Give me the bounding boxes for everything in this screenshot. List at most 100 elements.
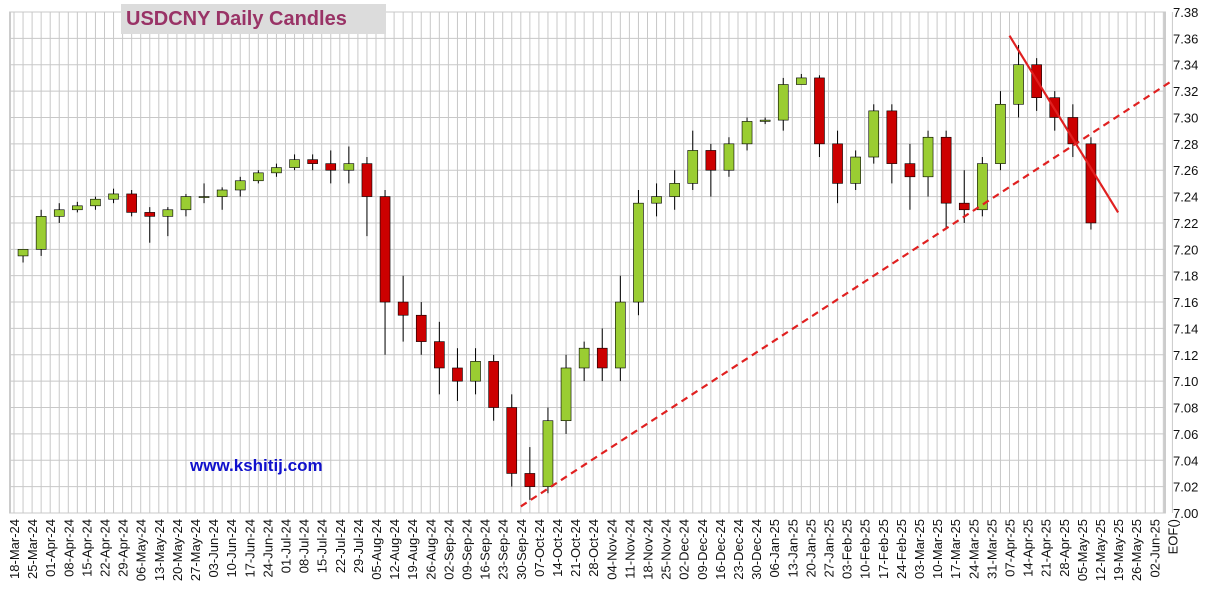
x-tick-label: 05-Aug-24 xyxy=(369,519,384,580)
x-tick-label: 31-Mar-25 xyxy=(984,519,999,579)
candle-body xyxy=(524,473,536,487)
trend-line xyxy=(520,79,1174,508)
x-tick-label: 24-Feb-25 xyxy=(894,519,909,579)
candle-body xyxy=(35,216,47,250)
x-tick-label: 16-Sep-24 xyxy=(478,519,493,580)
candle-body xyxy=(17,249,29,257)
candle-body xyxy=(325,163,337,171)
y-tick-label: 7.26 xyxy=(1173,163,1198,178)
candle-body xyxy=(723,143,735,171)
candle-body xyxy=(977,163,988,211)
candle-body xyxy=(234,180,246,191)
y-tick-label: 7.04 xyxy=(1173,453,1198,468)
x-tick-label: 02-Jun-25 xyxy=(1147,519,1162,578)
x-tick-label: 09-Sep-24 xyxy=(460,519,475,580)
x-tick-label: EOF() xyxy=(1165,519,1180,554)
x-tick-label: 25-Nov-24 xyxy=(659,519,674,580)
candle-body xyxy=(379,196,391,303)
x-tick-label: 17-Jun-24 xyxy=(242,519,257,578)
y-tick-label: 7.24 xyxy=(1173,190,1198,205)
title-box xyxy=(121,4,386,34)
x-tick-label: 22-Jul-24 xyxy=(333,519,348,573)
plot-area xyxy=(9,11,1166,514)
x-tick-label: 12-Aug-24 xyxy=(387,519,402,580)
x-tick-label: 03-Mar-25 xyxy=(912,519,927,579)
x-tick-label: 28-Oct-24 xyxy=(586,519,601,577)
candle-body xyxy=(669,183,680,197)
candle-body xyxy=(886,110,898,164)
x-tick-label: 22-Apr-24 xyxy=(98,519,113,577)
candle-body xyxy=(958,202,970,211)
x-tick-label: 17-Feb-25 xyxy=(876,519,891,579)
x-tick-label: 08-Apr-24 xyxy=(61,519,76,577)
x-tick-label: 27-Jan-25 xyxy=(822,519,837,578)
y-tick-label: 7.34 xyxy=(1173,58,1198,73)
x-tick-label: 24-Jun-24 xyxy=(260,519,275,578)
y-tick-label: 7.12 xyxy=(1173,348,1198,363)
x-tick-label: 24-Mar-25 xyxy=(966,519,981,579)
x-tick-label: 07-Apr-25 xyxy=(1003,519,1018,577)
candle-body xyxy=(470,361,481,382)
y-tick-label: 7.22 xyxy=(1173,216,1198,231)
y-tick-label: 7.32 xyxy=(1173,84,1198,99)
x-tick-label: 06-Jan-25 xyxy=(767,519,782,578)
candle-body xyxy=(1013,64,1024,105)
x-tick-label: 20-May-24 xyxy=(170,519,185,581)
candle-body xyxy=(995,103,1006,164)
candle-body xyxy=(72,205,83,211)
candle-body xyxy=(162,209,174,217)
y-tick-label: 7.14 xyxy=(1173,321,1198,336)
x-tick-label: 16-Dec-24 xyxy=(713,519,728,580)
x-tick-label: 19-Aug-24 xyxy=(405,519,420,580)
candle-body xyxy=(198,196,210,198)
x-tick-label: 29-Apr-24 xyxy=(116,519,131,577)
x-tick-label: 15-Jul-24 xyxy=(315,519,330,573)
x-tick-label: 29-Jul-24 xyxy=(351,519,366,573)
candle-body xyxy=(253,172,264,182)
candle-body xyxy=(307,159,318,164)
y-tick-label: 7.16 xyxy=(1173,295,1198,310)
x-tick-label: 08-Jul-24 xyxy=(297,519,312,573)
candle-body xyxy=(922,136,934,178)
candle-body xyxy=(940,136,952,204)
candle-body xyxy=(560,367,572,422)
x-tick-label: 03-Jun-24 xyxy=(206,519,221,578)
candle-body xyxy=(90,198,101,207)
candle-body xyxy=(1085,143,1097,224)
candle-body xyxy=(397,301,409,316)
candle-body xyxy=(542,420,554,487)
candle-body xyxy=(108,193,119,200)
x-tick-label: 30-Dec-24 xyxy=(749,519,764,580)
candle-body xyxy=(814,77,825,145)
x-tick-label: 12-May-25 xyxy=(1093,519,1108,581)
marks xyxy=(17,35,1174,508)
y-tick-label: 7.06 xyxy=(1173,427,1198,442)
x-tick-label: 01-Jul-24 xyxy=(279,519,294,573)
candle-body xyxy=(904,163,916,178)
x-tick-label: 18-Mar-24 xyxy=(7,519,22,579)
x-tick-label: 15-Apr-24 xyxy=(79,519,94,577)
x-tick-label: 05-May-25 xyxy=(1075,519,1090,581)
x-tick-label: 28-Apr-25 xyxy=(1057,519,1072,577)
candle-body xyxy=(53,209,65,217)
x-tick-label: 14-Oct-24 xyxy=(550,519,565,577)
x-tick-label: 03-Feb-25 xyxy=(840,519,855,579)
candle-body xyxy=(796,77,807,85)
candle-body xyxy=(434,341,445,369)
candle-body xyxy=(271,167,282,174)
x-tick-label: 07-Oct-24 xyxy=(532,519,547,577)
candle-body xyxy=(343,163,355,171)
x-tick-label: 21-Apr-25 xyxy=(1039,519,1054,577)
y-tick-label: 7.08 xyxy=(1173,401,1198,416)
candle-body xyxy=(777,84,789,121)
candle-body xyxy=(687,150,699,184)
y-tick-label: 7.10 xyxy=(1173,374,1198,389)
candle-body xyxy=(705,150,717,171)
y-tick-label: 7.38 xyxy=(1173,5,1198,20)
y-tick-label: 7.28 xyxy=(1173,137,1198,152)
x-tick-label: 09-Dec-24 xyxy=(695,519,710,580)
x-tick-label: 11-Nov-24 xyxy=(622,519,637,579)
candle-body xyxy=(596,347,608,369)
candle-body xyxy=(651,196,662,204)
candle-body xyxy=(578,347,590,369)
